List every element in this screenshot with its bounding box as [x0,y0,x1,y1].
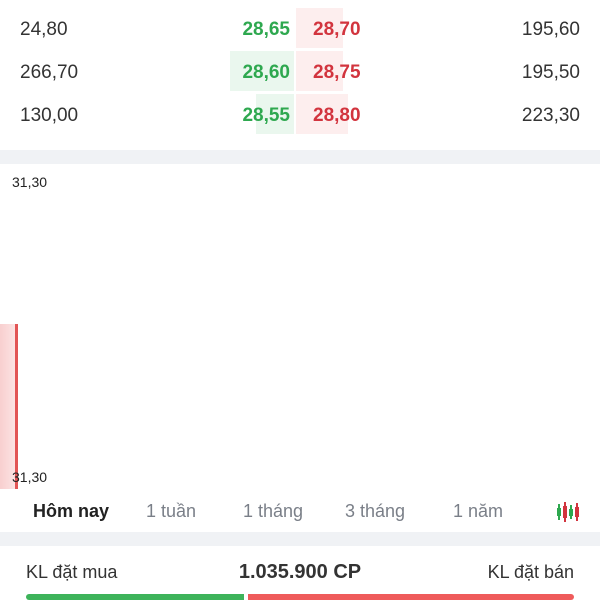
tab-1-month[interactable]: 1 tháng [243,501,304,521]
order-volume-summary: KL đặt mua 1.035.900 CP KL đặt bán [0,546,600,600]
period-tabs: Hôm nay 1 tuần 1 tháng 3 tháng 1 năm [0,492,600,530]
price-axis-bottom-label: 31,30 [12,469,48,485]
price-candle [0,324,18,489]
ask-depth-bar [296,51,343,91]
bid-depth-bar [230,51,294,91]
bid-price: 28,65 [242,19,290,40]
ask-price: 28,70 [313,19,361,40]
ask-price: 28,75 [313,62,361,83]
order-book-row: 24,80 28,65 28,70 195,60 [0,8,600,52]
buy-volume-label: KL đặt mua [26,562,118,582]
bid-price: 28,60 [242,62,290,83]
ask-depth-bar [296,8,343,48]
sell-volume-bar [248,594,574,600]
bid-volume: 24,80 [20,19,68,40]
tab-1-year[interactable]: 1 năm [453,501,504,521]
order-book-row: 266,70 28,60 28,75 195,50 [0,51,600,95]
bid-volume: 266,70 [20,62,79,83]
buy-volume-bar [26,594,244,600]
bid-volume: 130,00 [20,105,79,126]
candlestick-icon[interactable] [556,500,580,524]
sell-volume-label: KL đặt bán [487,562,574,582]
section-divider [0,532,600,546]
tab-3-months[interactable]: 3 tháng [345,501,406,521]
price-chart[interactable]: 31,30 31,30 [0,164,600,489]
ask-volume: 195,50 [521,62,580,83]
order-book-row: 130,00 28,55 28,80 223,30 [0,94,600,138]
price-axis-top-label: 31,30 [12,174,48,190]
tab-today[interactable]: Hôm nay [33,501,110,521]
ask-depth-bar [296,94,348,134]
order-book: 24,80 28,65 28,70 195,60 266,70 28,60 28… [0,0,600,150]
bid-depth-bar [256,94,294,134]
ask-volume: 223,30 [521,105,580,126]
ask-volume: 195,60 [521,19,580,40]
section-divider [0,150,600,164]
ask-price: 28,80 [313,105,361,126]
total-volume-value: 1.035.900 CP [238,561,362,583]
bid-price: 28,55 [242,105,290,126]
tab-1-week[interactable]: 1 tuần [146,501,197,521]
